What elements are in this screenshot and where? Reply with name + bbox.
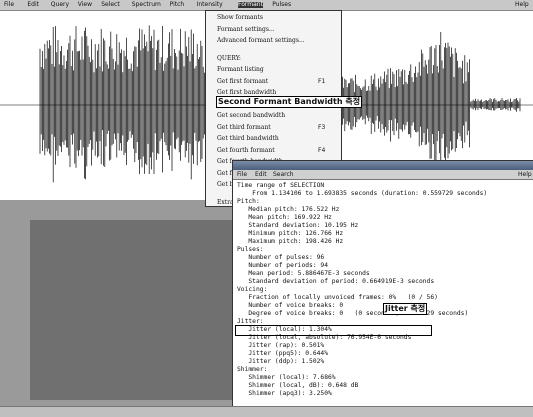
praat-screen: File Edit Query View Select Spectrum Pitch Inte…	[0, 0, 533, 417]
annotation: Second Formant Bandwidth 측정	[216, 96, 362, 108]
menu-item[interactable]: Formant	[238, 2, 263, 8]
shortcut: F4	[318, 148, 325, 154]
menu-item[interactable]: Pulses	[272, 2, 291, 8]
menu-item[interactable]: Search	[273, 172, 294, 178]
info-line: Jitter (ddp): 1.502%	[237, 359, 324, 365]
menu-item[interactable]: View	[78, 2, 92, 8]
menu-option[interactable]: Formant settings...	[217, 27, 275, 33]
title-bar	[233, 161, 533, 170]
menu-item[interactable]: File	[4, 2, 14, 8]
menu-item[interactable]: Edit	[27, 2, 39, 8]
menu-option[interactable]: Get fourth formant	[217, 148, 275, 154]
menu-option[interactable]: Show formants	[217, 15, 263, 21]
info-window: File Edit Search Help Time range of SELECTI…	[232, 160, 533, 408]
info-line: Jitter (rap): 0.501%	[237, 343, 324, 349]
info-line: Shimmer (local): 7.686%	[237, 375, 336, 381]
info-line: From 1.134106 to 1.693835 seconds (durat…	[237, 191, 487, 197]
info-line: Median pitch: 176.522 Hz	[237, 207, 339, 213]
info-line: Shimmer (local, dB): 0.648 dB	[237, 383, 358, 389]
menu-option[interactable]: QUERY:	[217, 56, 241, 62]
menu-item[interactable]: Help	[518, 172, 532, 178]
taskbar	[0, 406, 533, 417]
info-line: Number of periods: 94	[237, 263, 328, 269]
menu-option[interactable]: Get third formant	[217, 125, 271, 131]
menu-item[interactable]: Intensity	[197, 2, 223, 8]
menu-option[interactable]: Advanced formant settings...	[217, 38, 305, 44]
info-line: Mean pitch: 169.922 Hz	[237, 215, 332, 221]
info-line: Voicing:	[237, 287, 267, 293]
info-line: Degree of voice breaks: 0 (0 seconds / 0…	[237, 311, 468, 317]
menu-option[interactable]: Get second bandwidth	[217, 113, 285, 119]
shortcut: F3	[318, 125, 325, 131]
info-line: Pulses:	[237, 247, 264, 253]
menu-option[interactable]: Get third bandwidth	[217, 136, 279, 142]
menu-item[interactable]: Pitch	[170, 2, 185, 8]
annotation: Jitter 측정	[383, 303, 427, 315]
shortcut: F1	[318, 79, 325, 85]
menu-item[interactable]: Help	[515, 2, 529, 8]
info-line: Maximum pitch: 198.426 Hz	[237, 239, 343, 245]
info-line: Standard deviation of period: 0.664919E-…	[237, 279, 434, 285]
info-line: Number of voice breaks: 0	[237, 303, 343, 309]
menu-item[interactable]: File	[237, 172, 247, 178]
info-menu-bar: File Edit Search Help	[233, 170, 533, 180]
info-line: Fraction of locally unvoiced frames: 0% …	[237, 295, 438, 301]
info-line: Minimum pitch: 126.766 Hz	[237, 231, 343, 237]
info-line: Mean period: 5.886467E-3 seconds	[237, 271, 370, 277]
menu-option[interactable]: Formant listing	[217, 67, 264, 73]
info-line: Number of pulses: 96	[237, 255, 324, 261]
info-line: Shimmer (apq3): 3.250%	[237, 391, 332, 397]
info-line: Standard deviation: 10.195 Hz	[237, 223, 358, 229]
info-line: Shimmer:	[237, 367, 267, 373]
menu-item[interactable]: Edit	[255, 172, 267, 178]
menu-option[interactable]: Get first formant	[217, 79, 268, 85]
menu-item[interactable]: Spectrum	[132, 2, 161, 8]
info-line: Pitch:	[237, 199, 260, 205]
info-line: Time range of SELECTION	[237, 183, 324, 189]
highlight-box	[235, 325, 432, 336]
info-line: Jitter (ppq5): 0.644%	[237, 351, 328, 357]
menu-item[interactable]: Query	[51, 2, 69, 8]
menu-item[interactable]: Select	[101, 2, 120, 8]
